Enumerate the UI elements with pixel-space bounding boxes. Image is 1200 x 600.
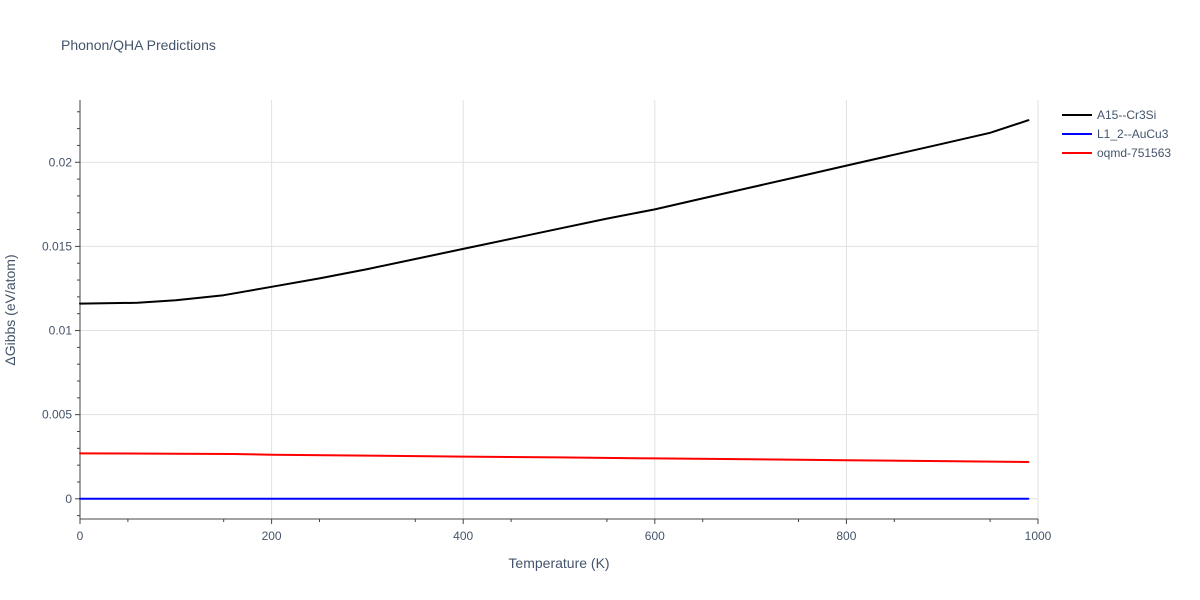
x-tick-label: 600 [645, 529, 665, 543]
x-tick-label: 1000 [1025, 529, 1052, 543]
tick-labels: 0 200 400 600 800 1000 0 0.005 0.01 0.015 0.02 [42, 155, 1052, 543]
x-axis-title: Temperature (K) [508, 555, 609, 571]
x-tick-label: 0 [77, 529, 84, 543]
y-tick-label: 0.005 [42, 408, 72, 422]
y-tick-label: 0.02 [49, 155, 73, 169]
y-axis-title: ΔGibbs (eV/atom) [2, 254, 18, 365]
series-line-a15-cr3si [79, 119, 1030, 305]
x-tick-label: 200 [262, 529, 282, 543]
y-tick-label: 0.015 [42, 239, 72, 253]
axes [75, 100, 1039, 524]
legend: A15--Cr3Si L1_2--AuCu3 oqmd-751563 [1062, 108, 1171, 160]
chart-title: Phonon/QHA Predictions [61, 37, 216, 53]
legend-label-a15-cr3si: A15--Cr3Si [1097, 108, 1156, 122]
x-tick-label: 800 [836, 529, 856, 543]
legend-label-oqmd-751563: oqmd-751563 [1097, 146, 1171, 160]
series-line-oqmd-751563 [79, 452, 1030, 463]
y-tick-label: 0 [65, 492, 72, 506]
legend-label-l1-2-aucu3: L1_2--AuCu3 [1097, 127, 1169, 141]
plot-series [79, 119, 1030, 500]
x-tick-label: 400 [453, 529, 473, 543]
y-tick-label: 0.01 [49, 324, 73, 338]
